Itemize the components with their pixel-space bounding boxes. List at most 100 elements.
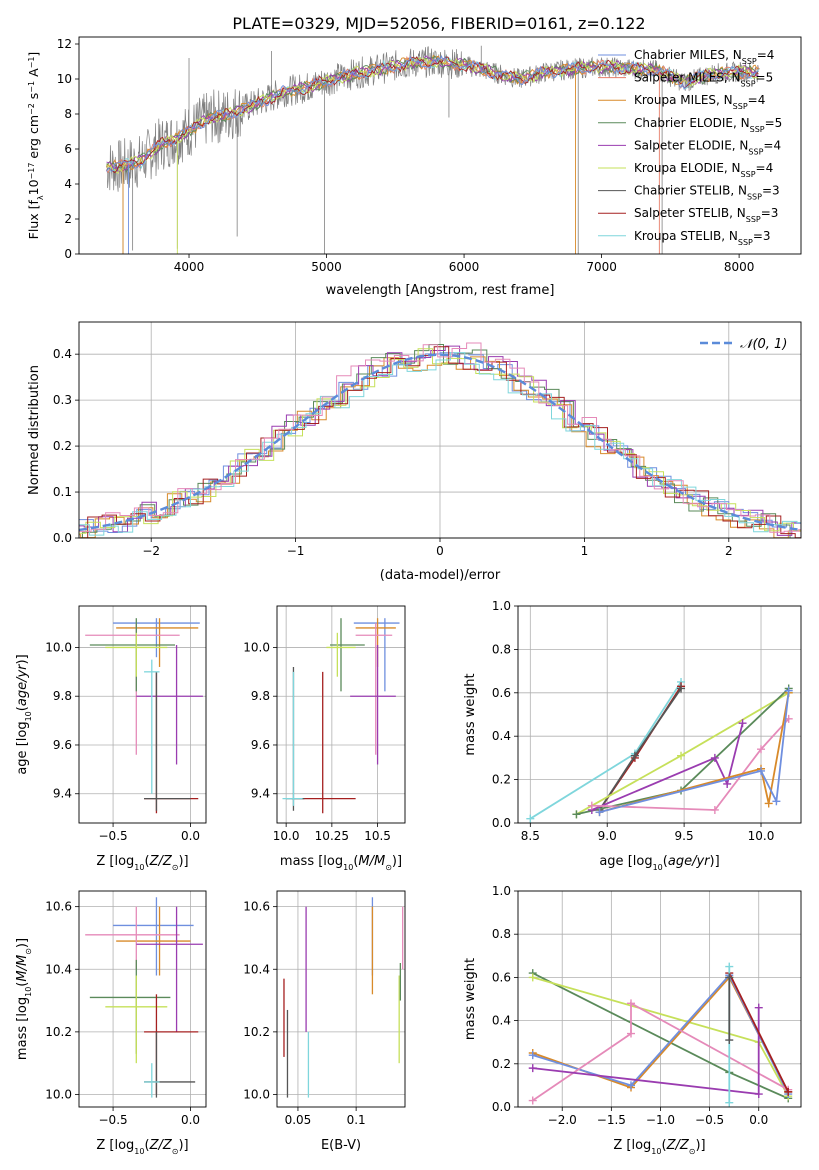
- weight-marker: [754, 1090, 763, 1099]
- weight-marker: [725, 973, 734, 982]
- axes-mass_vs_EBV: 0.05 0.1 10.0 10.2 10.4 10.6 E(B-V): [243, 890, 406, 1153]
- y-tick-label: 9.4: [53, 787, 72, 801]
- y-tick-label: 0: [64, 247, 72, 261]
- y-tick-label: 0.4: [53, 347, 72, 361]
- x-tick-label: −0.5: [695, 1113, 724, 1127]
- weight-marker: [627, 1081, 636, 1090]
- weight-line-salpeter-stelib: [728, 972, 790, 1093]
- weight-marker: [587, 801, 596, 810]
- legend: Chabrier MILES, NSSP=4 Salpeter MILES, NS…: [598, 48, 782, 246]
- y-tick-label: 0.8: [492, 927, 511, 941]
- x-tick-label: 0.0: [749, 1113, 768, 1127]
- x-axis-label: (data-model)/error: [380, 568, 501, 583]
- x-axis-label: E(B-V): [321, 1138, 361, 1153]
- weight-marker: [772, 797, 781, 806]
- axes-age_vs_Z: −0.5 0.0 9.4 9.6 9.8 10.0 Z [log10(Z/Z⊙)] age […: [15, 605, 207, 872]
- weight-marker: [627, 999, 636, 1008]
- weight-marker: [595, 808, 604, 817]
- y-tick-label: 1.0: [492, 884, 511, 898]
- y-axis-label: mass [log10(M/M⊙)]: [15, 938, 33, 1060]
- weight-marker: [764, 799, 773, 808]
- axes-mass_vs_Z: −0.5 0.0 10.0 10.2 10.4 10.6 Z [log10(Z/Z⊙)] ma…: [15, 890, 207, 1156]
- x-axis-label: mass [log10(M/M⊙)]: [280, 854, 402, 872]
- plot-area-weight_vs_age: [526, 677, 793, 823]
- y-tick-label: 9.4: [251, 787, 270, 801]
- plot-area-spectrum: [106, 45, 760, 254]
- plot-area-mass_vs_EBV: [283, 897, 404, 1098]
- x-tick-label: 0.0: [181, 829, 200, 843]
- x-tick-label: 9.0: [598, 829, 617, 843]
- axes-weight_vs_age: 8.5 9.0 9.5 10.0 0.0 0.2 0.4 0.6 0.8 1.0 age [log1…: [463, 599, 802, 872]
- plot-area-age_vs_Z: [85, 618, 203, 814]
- y-tick-label: 10: [57, 72, 72, 86]
- model-line-salpeter-stelib: [106, 56, 759, 174]
- x-tick-label: −0.5: [99, 1113, 128, 1127]
- y-tick-label: 0.0: [53, 531, 72, 545]
- weight-marker: [627, 1029, 636, 1038]
- y-tick-label: 10.4: [45, 962, 72, 976]
- axes-weight_vs_Z: −2.0 −1.5 −1.0 −0.5 0.0 0.0 0.2 0.4 0.6 0.8 1.0 Z […: [463, 884, 802, 1156]
- y-tick-label: 12: [57, 37, 72, 51]
- axes-frame: [276, 890, 406, 1108]
- axes-frame: [78, 605, 207, 824]
- y-tick-label: 10.0: [243, 1087, 270, 1101]
- y-tick-label: 0.0: [492, 1100, 511, 1114]
- y-tick-label: 0.2: [492, 773, 511, 787]
- axes-frame: [276, 605, 406, 824]
- y-tick-label: 2: [64, 212, 72, 226]
- x-axis-label: Z [log10(Z/Z⊙)]: [613, 1138, 705, 1156]
- x-tick-label: −0.5: [99, 829, 128, 843]
- weight-marker: [784, 686, 793, 695]
- y-tick-label: 0.6: [492, 686, 511, 700]
- weight-line-chabrier-stelib: [598, 687, 682, 811]
- x-tick-label: 2: [725, 544, 733, 558]
- y-tick-label: 0.2: [492, 1057, 511, 1071]
- x-tick-label: 10.0: [273, 829, 300, 843]
- weight-marker: [528, 1064, 537, 1073]
- weight-marker: [738, 719, 747, 728]
- y-tick-label: 9.8: [251, 689, 270, 703]
- weight-marker: [784, 1087, 793, 1096]
- plot-area-weight_vs_Z: [528, 962, 793, 1107]
- x-tick-label: 7000: [586, 260, 617, 274]
- y-tick-label: 10.0: [45, 1087, 72, 1101]
- y-axis-label: Normed distribution: [27, 365, 42, 495]
- plot-area-residuals: [79, 342, 801, 538]
- y-tick-label: 1.0: [492, 599, 511, 613]
- y-tick-label: 8: [64, 107, 72, 121]
- histogram-salpeter-stelib: [79, 346, 801, 538]
- x-tick-label: 1: [581, 544, 589, 558]
- histogram-extra_pink: [79, 342, 801, 533]
- y-tick-label: 10.2: [243, 1025, 270, 1039]
- x-tick-label: 10.25: [315, 829, 349, 843]
- y-axis-label: mass weight: [463, 673, 478, 755]
- x-tick-label: 8.5: [521, 829, 540, 843]
- axes-frame: [517, 605, 802, 824]
- x-tick-label: −2.0: [548, 1113, 577, 1127]
- x-tick-label: 6000: [449, 260, 480, 274]
- y-axis-label: age [log10(age/yr)]: [15, 654, 33, 774]
- y-tick-label: 9.6: [251, 738, 270, 752]
- y-axis-label: mass weight: [463, 958, 478, 1040]
- weight-line-salpeter-elodie: [591, 722, 744, 811]
- x-tick-label: 0: [436, 544, 444, 558]
- y-tick-label: 0.8: [492, 642, 511, 656]
- legend-entry: Salpeter MILES, NSSP=5: [634, 71, 773, 89]
- x-tick-label: 10.5: [364, 829, 391, 843]
- x-axis-label: Z [log10(Z/Z⊙)]: [96, 1138, 188, 1156]
- y-tick-label: 0.6: [492, 970, 511, 984]
- x-tick-label: −1.0: [646, 1113, 675, 1127]
- legend-entry: Kroupa MILES, NSSP=4: [634, 93, 765, 111]
- weight-marker: [677, 751, 686, 760]
- weight-marker: [710, 805, 719, 814]
- legend-entry: Kroupa ELODIE, NSSP=4: [634, 161, 773, 179]
- legend-entry: Salpeter ELODIE, NSSP=4: [634, 138, 781, 156]
- x-tick-label: 0.05: [285, 1113, 312, 1127]
- axes-frame: [78, 36, 802, 255]
- y-tick-label: 10.2: [45, 1025, 72, 1039]
- weight-marker: [572, 810, 581, 819]
- weight-marker: [757, 745, 766, 754]
- y-tick-label: 6: [64, 142, 72, 156]
- histogram-chabrier-elodie: [79, 344, 801, 538]
